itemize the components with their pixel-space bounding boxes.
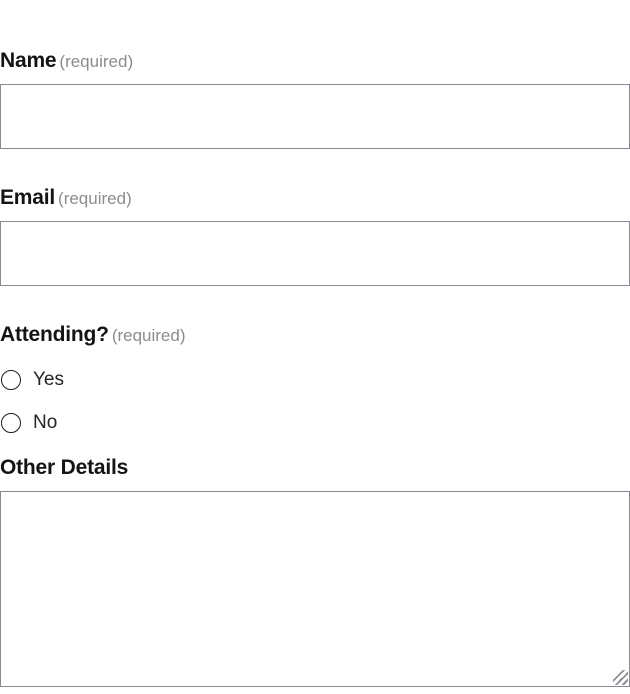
name-input[interactable] (0, 84, 630, 149)
label-attending: Attending? (required) (0, 322, 630, 348)
radio-option-yes[interactable]: Yes (0, 358, 630, 401)
label-attending-required-note: (required) (111, 326, 186, 345)
field-group-email: Email (required) (0, 185, 630, 286)
radio-option-yes-label: Yes (33, 368, 64, 390)
label-other-details: Other Details (0, 455, 630, 481)
label-email-required-note: (required) (58, 189, 132, 208)
label-other-details-text: Other Details (0, 456, 129, 479)
label-name-required-note: (required) (59, 52, 134, 71)
label-attending-text: Attending? (0, 323, 109, 346)
field-group-attending: Attending? (required) Yes No (0, 322, 630, 444)
label-name-text: Name (0, 49, 57, 72)
radio-option-no[interactable]: No (0, 401, 630, 444)
other-details-textarea-wrap (0, 491, 630, 687)
field-group-other-details: Other Details (0, 455, 630, 687)
radio-option-no-label: No (33, 411, 58, 433)
spacer-after-attending (0, 444, 630, 455)
field-group-name: Name (required) (0, 48, 630, 149)
label-email-text: Email (0, 186, 56, 209)
spacer-after-name (0, 149, 630, 185)
email-input[interactable] (0, 221, 630, 286)
radio-unselected-icon[interactable] (1, 412, 21, 433)
label-email: Email (required) (0, 185, 630, 211)
label-name: Name (required) (0, 48, 630, 74)
spacer-after-email (0, 286, 630, 322)
attending-radio-group: Yes No (0, 358, 630, 444)
other-details-textarea[interactable] (0, 491, 630, 687)
radio-unselected-icon[interactable] (1, 369, 21, 390)
